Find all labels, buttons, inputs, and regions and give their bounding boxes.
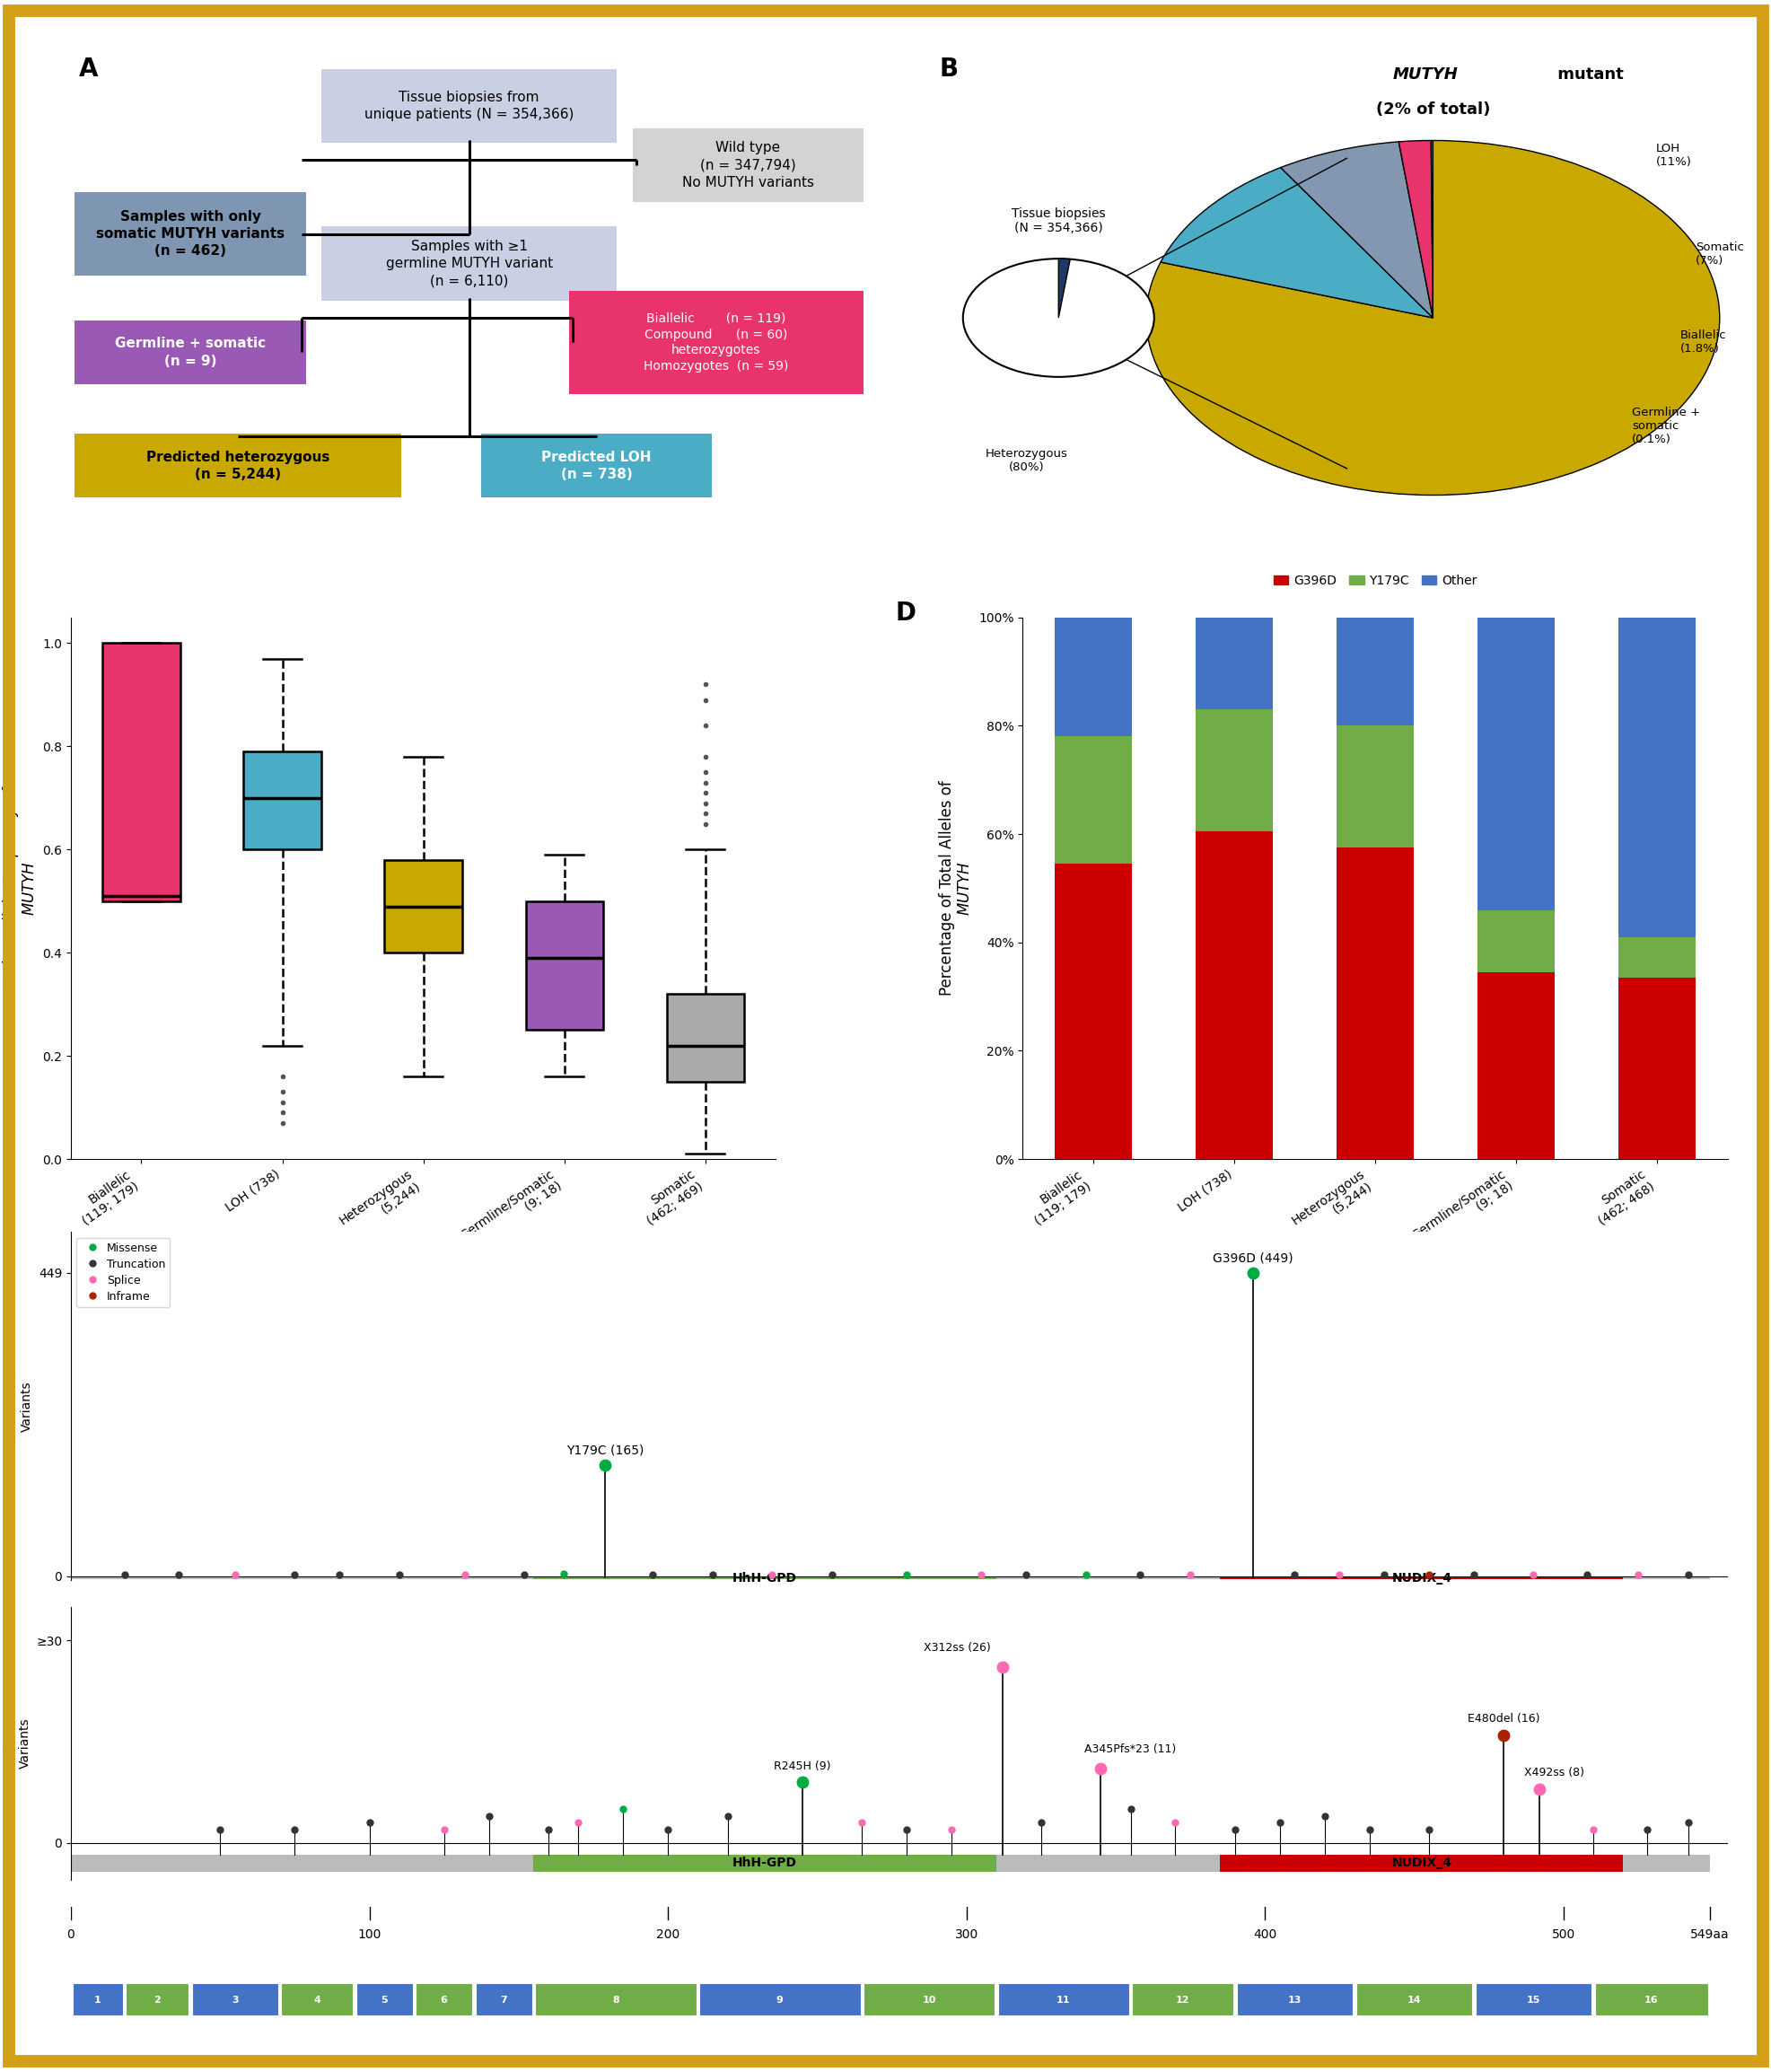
Text: 3: 3 <box>232 1995 239 2004</box>
PathPatch shape <box>384 860 462 953</box>
Text: B: B <box>939 56 958 83</box>
Bar <box>700 1983 861 2016</box>
Text: 13: 13 <box>1288 1995 1302 2004</box>
Text: G396D (449): G396D (449) <box>1211 1251 1293 1264</box>
Text: NUDIX_4: NUDIX_4 <box>1390 1857 1450 1869</box>
Text: Heterozygous
(80%): Heterozygous (80%) <box>985 448 1068 472</box>
Bar <box>1054 617 1132 736</box>
Text: Germline + somatic
(n = 9): Germline + somatic (n = 9) <box>115 338 266 367</box>
Bar <box>1617 937 1695 978</box>
Text: Tissue biopsies from
unique patients (N = 354,366): Tissue biopsies from unique patients (N … <box>365 91 574 122</box>
Text: Predicted LOH
(n = 738): Predicted LOH (n = 738) <box>542 450 652 481</box>
Text: X312ss (26): X312ss (26) <box>923 1643 990 1653</box>
Wedge shape <box>1146 141 1720 495</box>
Text: 12: 12 <box>1176 1995 1188 2004</box>
Text: 16: 16 <box>1643 1995 1658 2004</box>
FancyBboxPatch shape <box>482 433 712 497</box>
Bar <box>1477 972 1553 1158</box>
Bar <box>1054 736 1132 864</box>
Bar <box>1335 617 1413 725</box>
Text: 9: 9 <box>776 1995 783 2004</box>
Bar <box>535 1983 696 2016</box>
Text: MUTYH: MUTYH <box>1392 66 1458 83</box>
Bar <box>71 1854 1709 1871</box>
FancyBboxPatch shape <box>74 321 306 383</box>
Text: NUDIX_4: NUDIX_4 <box>1390 1573 1450 1585</box>
FancyBboxPatch shape <box>568 290 862 394</box>
Wedge shape <box>1431 141 1433 317</box>
FancyBboxPatch shape <box>632 128 862 203</box>
Text: E480del (16): E480del (16) <box>1466 1714 1539 1724</box>
PathPatch shape <box>666 995 744 1082</box>
Text: HhH-GPD: HhH-GPD <box>731 1573 797 1585</box>
Bar <box>1236 1983 1353 2016</box>
Y-axis label: No. of $MUTYH$
Variants: No. of $MUTYH$ Variants <box>5 1363 34 1450</box>
Bar <box>1475 1983 1590 2016</box>
Bar <box>1132 1983 1233 2016</box>
Text: 8: 8 <box>611 1995 618 2004</box>
Text: 14: 14 <box>1406 1995 1420 2004</box>
Text: R245H (9): R245H (9) <box>774 1761 831 1772</box>
Bar <box>1054 864 1132 1158</box>
Bar <box>1477 910 1553 972</box>
Text: 100: 100 <box>358 1929 381 1941</box>
Bar <box>1335 847 1413 1158</box>
Text: 15: 15 <box>1527 1995 1539 2004</box>
FancyBboxPatch shape <box>74 433 402 497</box>
FancyBboxPatch shape <box>322 226 616 300</box>
Bar <box>997 1983 1128 2016</box>
Wedge shape <box>1397 141 1433 317</box>
Bar <box>73 1983 122 2016</box>
Bar <box>191 1983 278 2016</box>
Text: 549aa: 549aa <box>1690 1929 1728 1941</box>
Text: Biallelic
(1.8%): Biallelic (1.8%) <box>1679 329 1725 354</box>
Bar <box>416 1983 473 2016</box>
FancyBboxPatch shape <box>322 68 616 143</box>
Bar <box>1195 617 1272 709</box>
PathPatch shape <box>103 642 181 901</box>
Legend: Missense, Truncation, Splice, Inframe: Missense, Truncation, Splice, Inframe <box>76 1237 170 1307</box>
Text: 5: 5 <box>381 1995 388 2004</box>
Bar <box>356 1983 413 2016</box>
Text: Biallelic        (n = 119)
Compound      (n = 60)
heterozygotes
Homozygotes  (n : Biallelic (n = 119) Compound (n = 60) he… <box>643 313 788 373</box>
Text: HhH-GPD: HhH-GPD <box>731 1857 797 1869</box>
Text: 1: 1 <box>94 1995 101 2004</box>
Text: 2: 2 <box>154 1995 161 2004</box>
Text: X492ss (8): X492ss (8) <box>1523 1767 1583 1778</box>
Y-axis label: Variant Allele Frequency of
$MUTYH$: Variant Allele Frequency of $MUTYH$ <box>2 787 37 988</box>
Text: 11: 11 <box>1056 1995 1070 2004</box>
Text: 6: 6 <box>441 1995 448 2004</box>
Bar <box>533 1854 995 1871</box>
Text: 0: 0 <box>67 1929 74 1941</box>
Text: Y179C (165): Y179C (165) <box>567 1444 643 1457</box>
Text: Germline +
somatic
(0.1%): Germline + somatic (0.1%) <box>1631 406 1700 445</box>
Bar <box>1594 1983 1707 2016</box>
Wedge shape <box>1280 141 1433 317</box>
Bar <box>862 1983 994 2016</box>
Text: LOH
(11%): LOH (11%) <box>1656 143 1691 168</box>
Bar <box>1195 831 1272 1158</box>
Y-axis label: No. of $MUTYH$
Variants: No. of $MUTYH$ Variants <box>4 1699 32 1786</box>
Text: A: A <box>78 56 97 83</box>
Text: Predicted heterozygous
(n = 5,244): Predicted heterozygous (n = 5,244) <box>147 450 329 481</box>
Bar <box>475 1983 531 2016</box>
Text: mutant: mutant <box>1551 66 1624 83</box>
Bar <box>1617 617 1695 937</box>
Bar <box>1355 1983 1472 2016</box>
Text: A345Pfs*23 (11): A345Pfs*23 (11) <box>1084 1743 1176 1755</box>
PathPatch shape <box>243 752 321 850</box>
Bar <box>1477 617 1553 910</box>
Bar <box>1220 1854 1622 1871</box>
Bar <box>1335 725 1413 847</box>
Wedge shape <box>1057 259 1070 317</box>
Text: 500: 500 <box>1551 1929 1574 1941</box>
Bar <box>282 1983 352 2016</box>
Wedge shape <box>1160 168 1433 317</box>
Y-axis label: Percentage of Total Alleles of
$MUTYH$: Percentage of Total Alleles of $MUTYH$ <box>939 781 972 997</box>
Bar <box>126 1983 189 2016</box>
Text: Wild type
(n = 347,794)
No MUTYH variants: Wild type (n = 347,794) No MUTYH variant… <box>682 141 813 189</box>
Text: (2% of total): (2% of total) <box>1374 102 1489 118</box>
Text: Tissue biopsies
(N = 354,366): Tissue biopsies (N = 354,366) <box>1011 207 1105 234</box>
Text: 10: 10 <box>921 1995 935 2004</box>
Text: Somatic
(7%): Somatic (7%) <box>1695 240 1743 267</box>
